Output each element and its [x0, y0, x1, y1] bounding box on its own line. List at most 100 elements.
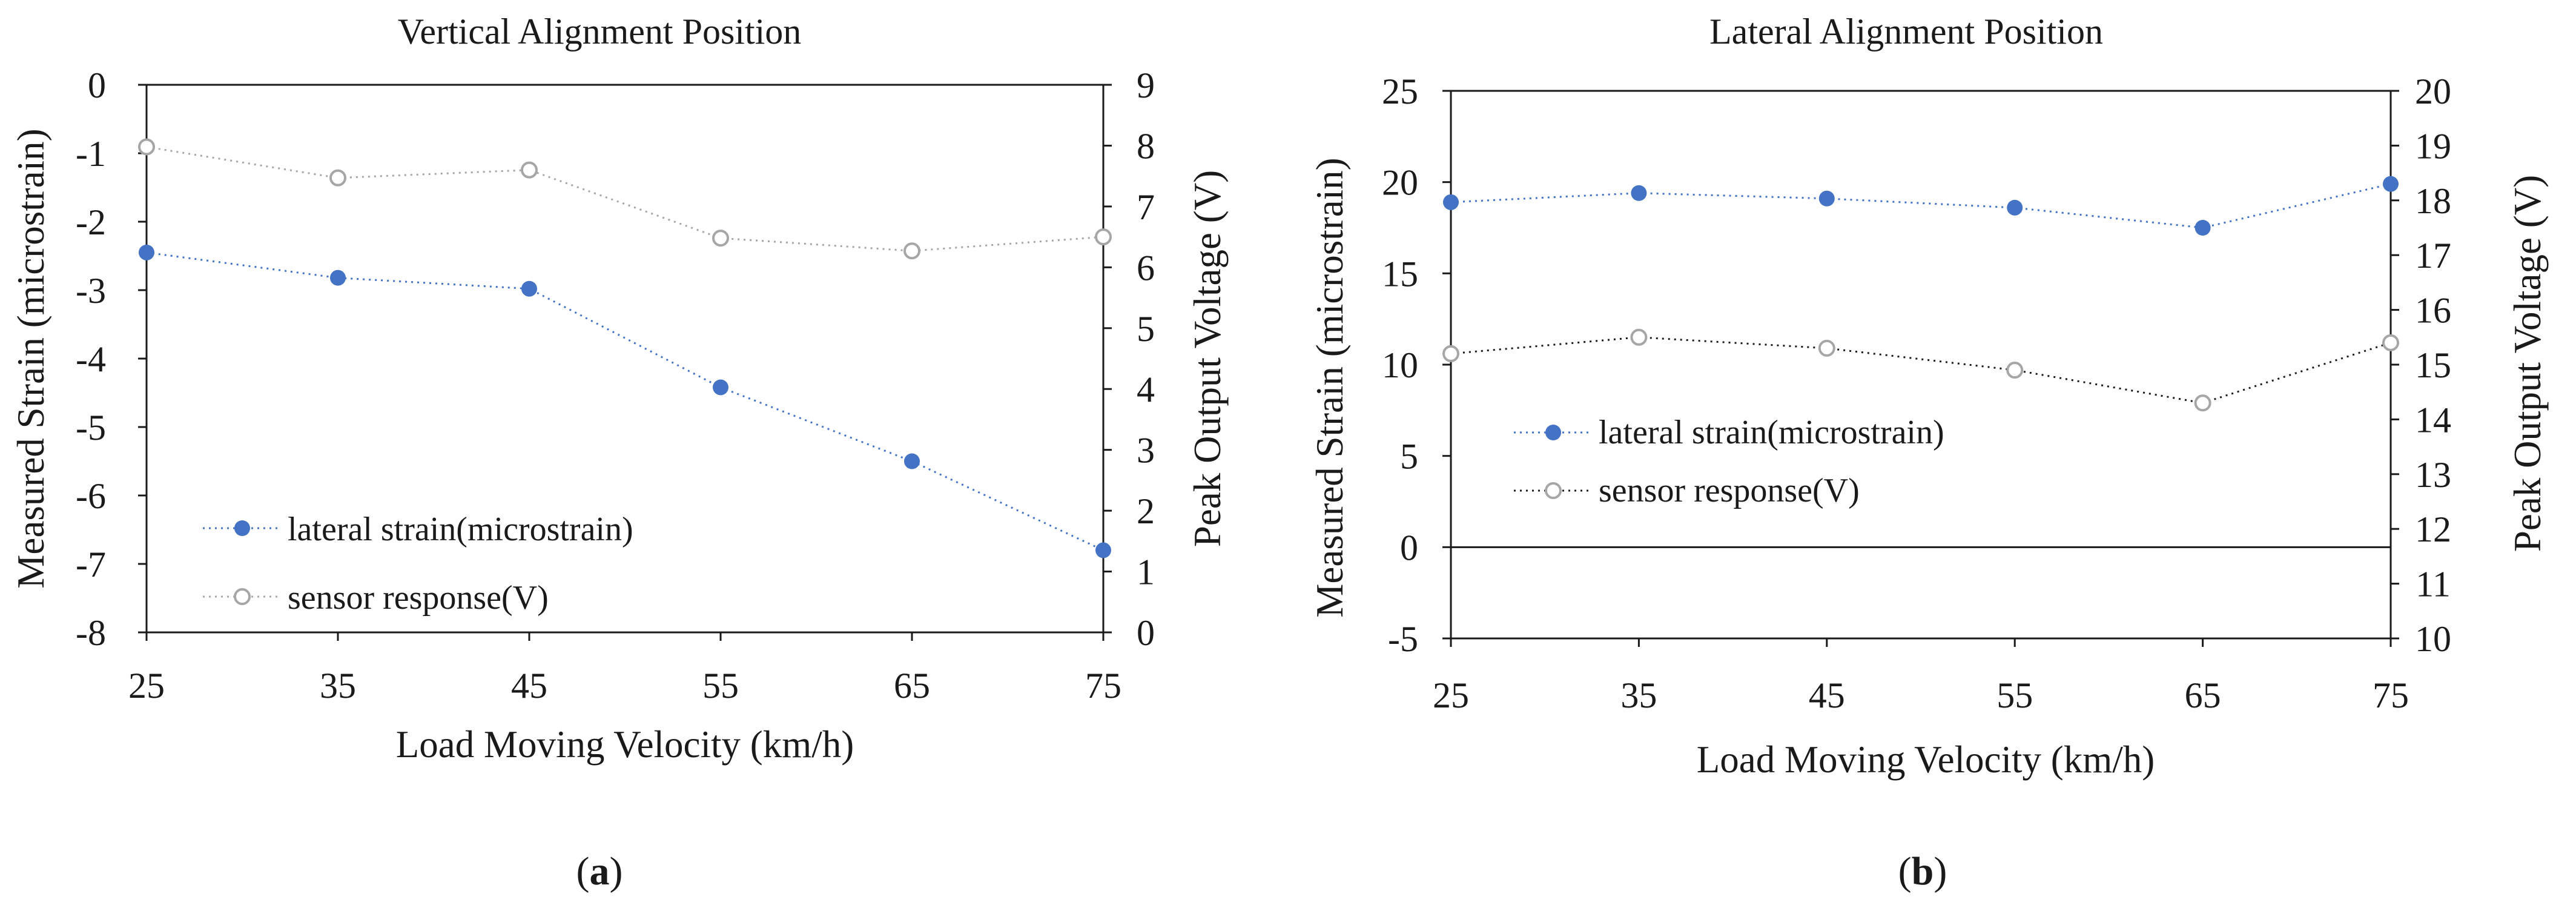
x-axis-ticks: 25 35 45 55 65 75 [128, 632, 1121, 706]
y-tick-label: -3 [76, 271, 106, 311]
data-point-strain [2195, 220, 2211, 236]
chart-title: Lateral Alignment Position [1709, 12, 2103, 51]
x-tick-label: 45 [511, 666, 547, 706]
data-point-strain [521, 280, 537, 297]
y2-tick-label: 9 [1137, 65, 1155, 105]
data-point-sensor [2194, 394, 2211, 412]
series-line-sensor [1450, 336, 2391, 404]
data-point-sensor [1818, 339, 1835, 357]
chart-lateral-alignment: Lateral Alignment Position 2520151050-5 … [1309, 12, 2549, 893]
data-point-sensor [2382, 334, 2399, 351]
subfigure-caption: (b) [1898, 849, 1947, 893]
y-tick-label: 10 [1382, 345, 1418, 385]
left-y-axis-title: Measured Strain (microstrain) [1309, 157, 1351, 617]
plot-area-frame [145, 84, 1105, 634]
data-point-sensor [1095, 228, 1112, 246]
data-point-sensor [521, 161, 538, 179]
legend-marker-sensor [234, 588, 251, 605]
data-point-strain [1631, 185, 1647, 201]
right-y-axis-ticks: 20 19 18 17 16 15 14 13 12 11 10 [2391, 71, 2451, 659]
legend: lateral strain(microstrain) sensor respo… [203, 511, 633, 617]
y2-tick-label: 19 [2415, 126, 2451, 166]
y2-tick-label: 14 [2415, 400, 2451, 440]
y-tick-label: 0 [88, 65, 106, 105]
y2-tick-label: 8 [1137, 126, 1155, 166]
data-point-sensor [1442, 345, 1459, 362]
series-line-strain [146, 251, 1104, 551]
y-tick-label: -5 [76, 408, 106, 448]
series-line-sensor [146, 146, 1104, 252]
x-tick-label: 75 [2373, 675, 2409, 715]
y2-tick-label: 5 [1137, 309, 1155, 349]
y-tick-label: -7 [76, 545, 106, 585]
data-point-sensor [712, 230, 729, 247]
y2-tick-label: 13 [2415, 455, 2451, 495]
y-tick-label: 5 [1400, 437, 1418, 477]
y-tick-label: -2 [76, 202, 106, 242]
x-axis-ticks: 25 35 45 55 65 75 [1433, 638, 2409, 715]
x-tick-label: 35 [1620, 675, 1657, 715]
y-tick-label: -6 [76, 476, 106, 516]
legend: lateral strain(microstrain) sensor respo… [1514, 414, 1944, 509]
data-point-strain [713, 379, 728, 396]
x-tick-label: 75 [1085, 666, 1121, 706]
legend-label-strain: lateral strain(microstrain) [288, 511, 633, 548]
legend-marker-strain [234, 520, 250, 536]
y2-tick-label: 10 [2415, 619, 2451, 659]
y-tick-label: -8 [76, 613, 106, 653]
legend-label-strain: lateral strain(microstrain) [1599, 414, 1944, 451]
y2-tick-label: 17 [2415, 236, 2451, 276]
x-axis-title: Load Moving Velocity (km/h) [396, 723, 854, 766]
y2-tick-label: 7 [1137, 187, 1155, 227]
x-tick-label: 45 [1809, 675, 1845, 715]
y-tick-label: -1 [76, 134, 106, 174]
y2-tick-label: 20 [2415, 71, 2451, 111]
y-tick-label: -4 [76, 339, 106, 379]
y-tick-label: 15 [1382, 254, 1418, 294]
data-point-sensor [1630, 328, 1648, 346]
data-point-strain [1095, 542, 1111, 558]
x-tick-label: 55 [702, 666, 739, 706]
data-point-sensor [329, 169, 346, 187]
left-y-axis-title: Measured Strain (microstrain) [10, 128, 52, 588]
data-point-sensor [903, 242, 920, 260]
chart-title: Vertical Alignment Position [398, 12, 802, 51]
series-layer [1442, 176, 2399, 412]
right-y-axis-title: Peak Output Voltage (V) [2506, 175, 2549, 552]
chart-vertical-alignment: Vertical Alignment Position 0 -1 -2 -3 -4 -5 -… [10, 12, 1229, 893]
legend-marker-sensor [1545, 482, 1562, 499]
y2-tick-label: 18 [2415, 181, 2451, 221]
y2-tick-label: 3 [1137, 431, 1155, 471]
y2-tick-label: 1 [1137, 552, 1155, 592]
right-y-axis-ticks: 9 8 7 6 5 4 3 2 1 0 [1103, 65, 1155, 653]
legend-label-sensor: sensor response(V) [1599, 472, 1860, 509]
left-y-axis-ticks: 25 20 15 10 5 0 -5 [1382, 71, 1451, 659]
right-y-axis-title: Peak Output Voltage (V) [1186, 170, 1229, 547]
data-point-sensor [138, 138, 155, 156]
y2-tick-label: 0 [1137, 613, 1155, 653]
series-layer [138, 138, 1112, 558]
y2-tick-label: 4 [1137, 369, 1155, 409]
x-tick-label: 65 [2185, 675, 2221, 715]
x-tick-label: 65 [894, 666, 930, 706]
data-point-strain [1443, 194, 1459, 210]
y-tick-label: 20 [1382, 163, 1418, 203]
data-point-strain [1818, 190, 1835, 207]
subfigure-caption: (a) [576, 849, 623, 893]
y-tick-label: 0 [1400, 528, 1418, 568]
y2-tick-label: 11 [2416, 565, 2451, 605]
x-tick-label: 55 [1996, 675, 2033, 715]
x-tick-label: 25 [1433, 675, 1469, 715]
plot-area-frame [1450, 90, 2392, 640]
x-axis-title: Load Moving Velocity (km/h) [1697, 738, 2155, 781]
y2-tick-label: 6 [1137, 248, 1155, 288]
y-tick-label: 25 [1382, 71, 1418, 111]
legend-label-sensor: sensor response(V) [288, 579, 549, 617]
x-tick-label: 35 [320, 666, 356, 706]
y-tick-label: -5 [1388, 619, 1418, 659]
data-point-strain [904, 453, 920, 469]
series-line-strain [1450, 183, 2391, 229]
data-point-strain [330, 270, 346, 286]
data-point-strain [139, 244, 154, 260]
